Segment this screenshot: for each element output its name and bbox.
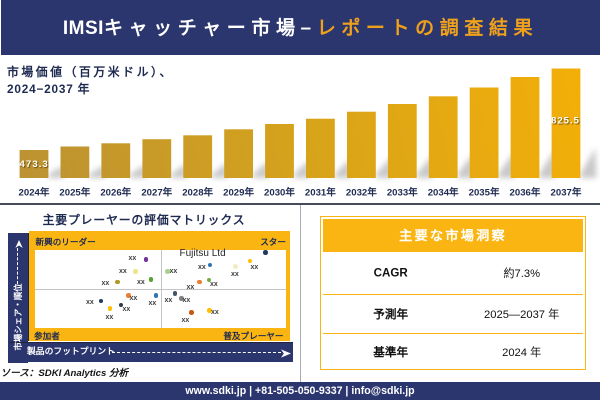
svg-text:825.5: 825.5 (551, 116, 580, 127)
svg-text:2036年: 2036年 (510, 187, 541, 199)
svg-text:2031年: 2031年 (305, 187, 336, 199)
svg-text:2026年: 2026年 (100, 187, 131, 199)
svg-text:2025年: 2025年 (59, 187, 90, 199)
svg-text:2035年: 2035年 (469, 187, 500, 199)
svg-text:2024年: 2024年 (19, 187, 50, 199)
svg-text:2029年: 2029年 (223, 187, 254, 199)
svg-text:2030年: 2030年 (264, 187, 295, 199)
svg-text:2034年: 2034年 (428, 187, 459, 199)
svg-text:2033年: 2033年 (387, 187, 418, 199)
svg-text:2037年: 2037年 (551, 187, 582, 199)
svg-text:473.3: 473.3 (20, 159, 49, 170)
svg-text:2032年: 2032年 (346, 187, 377, 199)
svg-text:2028年: 2028年 (182, 187, 213, 199)
svg-text:2027年: 2027年 (141, 187, 172, 199)
